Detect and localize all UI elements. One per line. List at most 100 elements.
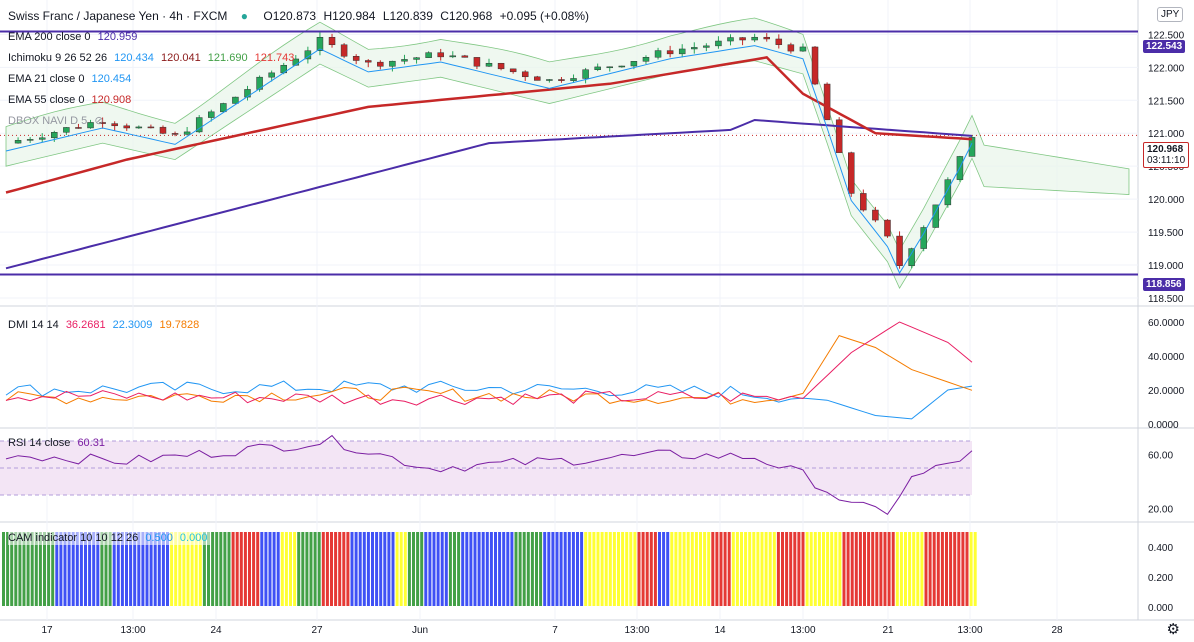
cam-bar (420, 532, 424, 606)
cam-bar (617, 532, 620, 606)
candle-body (171, 133, 179, 135)
cam-bar (535, 532, 538, 606)
legend-dbox[interactable]: DBOX NAVI D 5 ⊘ (8, 115, 104, 127)
cam-bar (321, 532, 325, 606)
cam-bar (194, 532, 198, 606)
cam-bar (748, 532, 752, 606)
settings-gear-icon[interactable]: ⚙ (1166, 621, 1180, 638)
legend-ema21[interactable]: EMA 21 close 0 120.454 (8, 73, 132, 85)
ohlc-change: +0.095 (+0.08%) (499, 9, 590, 23)
cam-bar (678, 532, 682, 606)
cam-bar (703, 532, 707, 606)
legend-dmi[interactable]: DMI 14 14 36.2681 22.3009 19.7828 (8, 319, 200, 331)
candle-body (678, 48, 686, 55)
cam-bar (801, 532, 805, 606)
candle-body (232, 96, 239, 104)
cam-bar (694, 532, 698, 606)
cam-bar (342, 532, 346, 606)
cam-bar (830, 532, 834, 606)
cam-bar (817, 532, 821, 606)
cam-bar (764, 532, 768, 606)
cam-bar (79, 532, 83, 606)
cam-bar (30, 532, 34, 606)
ohlc-high: H120.984 (323, 9, 376, 23)
candle-body (582, 69, 589, 79)
legend-ema200[interactable]: EMA 200 close 0 120.959 (8, 31, 138, 43)
cam-bar (317, 532, 321, 606)
cam-bar (161, 532, 165, 606)
candle-body (775, 38, 783, 45)
ema55-line (5, 56, 973, 194)
candle-body (473, 57, 481, 67)
cam-bar (174, 532, 178, 606)
candle-body (727, 37, 734, 42)
cam-bar (71, 532, 75, 606)
support-price-tag: 118.856 (1143, 278, 1185, 291)
candle-body (896, 235, 903, 266)
legend-ichimoku[interactable]: Ichimoku 9 26 52 26 120.434 120.041 121.… (8, 52, 295, 64)
candle-body (920, 227, 927, 249)
candle-body (666, 50, 674, 55)
visibility-dot-icon[interactable]: ● (240, 9, 249, 23)
legend-cam[interactable]: CAM indicator 10 10 12 26 0.500 0.000 (8, 531, 212, 545)
candle-body (135, 126, 143, 129)
candle-body (811, 46, 819, 85)
cam-bar (875, 532, 879, 606)
cam-bar (301, 532, 305, 606)
price-tick-label: 118.500 (1148, 294, 1184, 305)
currency-badge[interactable]: JPY (1157, 7, 1184, 22)
candle-body (449, 55, 457, 58)
time-tick-label: 17 (41, 625, 53, 636)
time-tick-label: 24 (210, 625, 222, 636)
cam-bar (432, 532, 436, 606)
cam-bar (448, 532, 452, 606)
cam-bar (518, 532, 522, 606)
cam-bar (834, 532, 838, 606)
cam-bar (485, 532, 489, 606)
cam-bar (822, 532, 825, 606)
candle-body (703, 45, 710, 48)
cam-bar (477, 532, 481, 606)
candle-body (389, 60, 396, 67)
cam-bar (645, 532, 649, 606)
cam-bar (555, 532, 559, 606)
cam-bar (330, 532, 333, 606)
legend-rsi[interactable]: RSI 14 close 60.31 (8, 437, 105, 449)
cam-bar (957, 532, 961, 606)
legend-ema55[interactable]: EMA 55 close 0 120.908 (8, 94, 132, 106)
ichimoku-cloud (5, 17, 1130, 289)
cam-bar (198, 532, 202, 606)
candle-body (715, 40, 722, 47)
cam-bar (674, 532, 678, 606)
cam-bar (293, 532, 297, 606)
cam-bar (781, 532, 784, 606)
cam-bar (494, 532, 497, 606)
cam-bar (846, 532, 850, 606)
cam-bar (924, 532, 928, 606)
candle-body (377, 61, 384, 67)
cam-bar (649, 532, 653, 606)
cam-bar (457, 532, 461, 606)
candle-body (739, 37, 746, 41)
time-tick-label: 13:00 (120, 625, 145, 636)
cam-bar (793, 532, 797, 606)
cam-bar (178, 532, 182, 606)
cam-bar (850, 532, 854, 606)
hidden-eye-icon[interactable]: ⊘ (94, 115, 104, 127)
cam-bar (272, 532, 276, 606)
cam-bar (547, 532, 551, 606)
cam-bar (510, 532, 514, 606)
candle-body (848, 152, 855, 194)
cam-bar (125, 532, 128, 606)
price-tick-label: 122.500 (1148, 30, 1185, 41)
cam-bar (403, 532, 407, 606)
candle-body (328, 37, 336, 46)
cam-bar (489, 532, 493, 606)
cam-bar (526, 532, 530, 606)
cam-bar (407, 532, 411, 606)
cam-bar (530, 532, 534, 606)
cam-bar (202, 532, 206, 606)
cam-bar (473, 532, 477, 606)
cam-bar (481, 532, 485, 606)
